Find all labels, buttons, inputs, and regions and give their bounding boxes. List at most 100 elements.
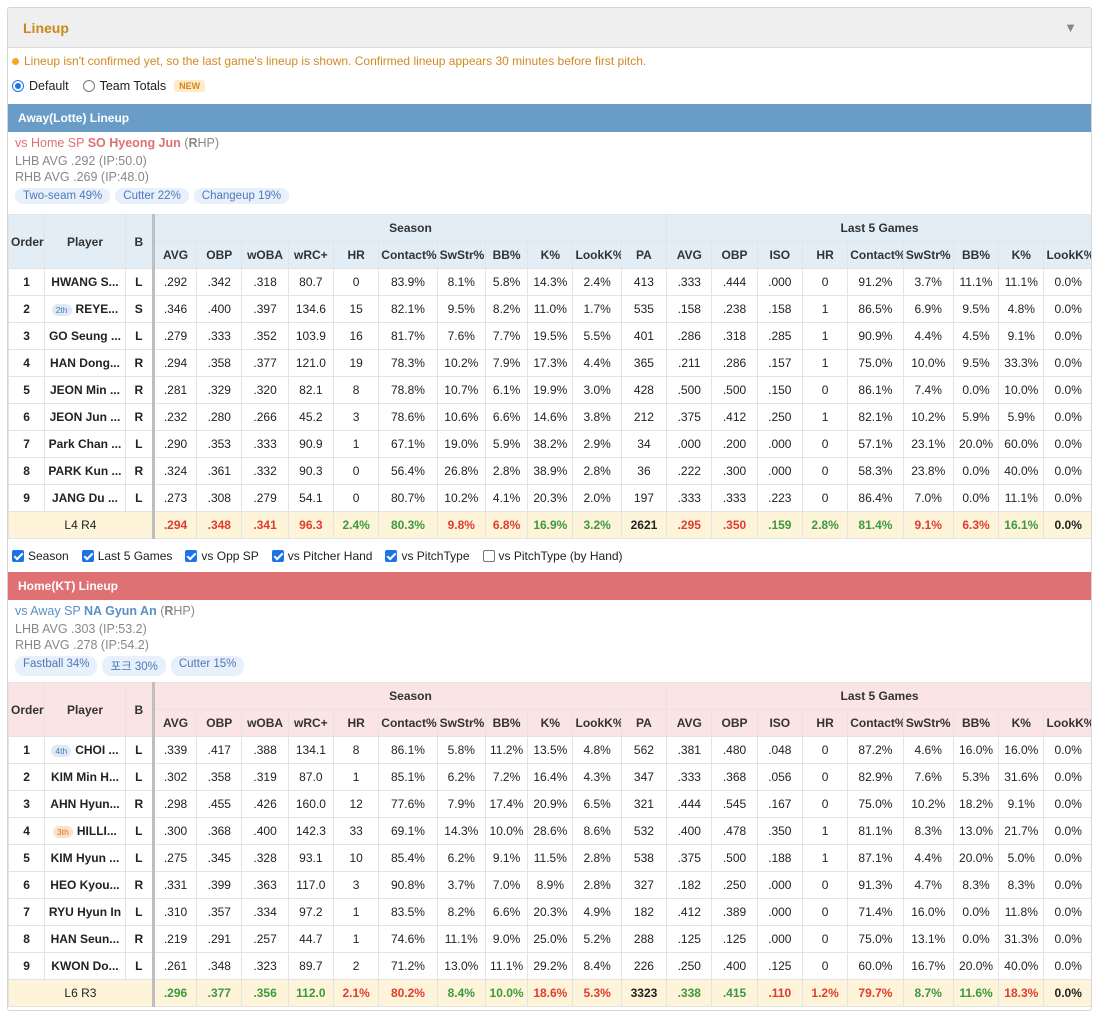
filter-checkbox[interactable] (81, 549, 94, 562)
col-last5-stat[interactable]: OBP (711, 709, 758, 737)
player-name[interactable]: HILLI... (76, 824, 117, 838)
player-cell[interactable]: Park Chan ... (44, 430, 126, 458)
filter-checkbox[interactable] (12, 549, 24, 562)
filter-checkbox[interactable] (271, 549, 284, 562)
col-last5-stat[interactable]: LookK% (1043, 241, 1091, 269)
player-name[interactable]: AHN Hyun... (50, 797, 120, 811)
filter-option[interactable]: Last 5 Games (81, 549, 172, 563)
sp-name-link[interactable]: SO Hyeong Jun (87, 136, 181, 150)
pitch-pill[interactable]: 포크 30% (102, 656, 166, 676)
col-last5-stat[interactable]: SwStr% (902, 709, 954, 737)
player-cell[interactable]: HEO Kyou... (44, 871, 126, 899)
col-season-stat[interactable]: Contact% (378, 241, 438, 269)
col-last5-stat[interactable]: Contact% (847, 241, 904, 269)
pitch-pill[interactable]: Cutter 22% (115, 188, 189, 204)
team-totals-radio[interactable] (82, 80, 95, 92)
col-season-stat[interactable]: AVG (151, 709, 198, 737)
filter-checkbox[interactable] (185, 549, 198, 562)
col-season-stat[interactable]: LookK% (572, 709, 622, 737)
player-cell[interactable]: HAN Dong... (44, 349, 126, 377)
player-name[interactable]: RYU Hyun In (48, 905, 122, 919)
player-cell[interactable]: AHN Hyun... (44, 790, 126, 818)
pitch-pill[interactable]: Changeup 19% (193, 188, 290, 204)
col-last5-stat[interactable]: HR (801, 709, 849, 737)
pitch-pill[interactable]: Two-seam 49% (15, 188, 111, 204)
col-last5-stat[interactable]: LookK% (1043, 709, 1091, 737)
col-season-stat[interactable]: Contact% (378, 709, 438, 737)
col-last5-stat[interactable]: ISO (756, 241, 803, 269)
col-season-stat[interactable]: wOBA (241, 709, 289, 737)
col-season-stat[interactable]: LookK% (572, 241, 622, 269)
col-last5-stat[interactable]: SwStr% (902, 241, 954, 269)
col-season-stat[interactable]: SwStr% (436, 241, 486, 269)
filter-option[interactable]: vs PitchType (by Hand) (482, 549, 623, 563)
player-cell[interactable]: RYU Hyun In (44, 898, 126, 926)
col-last5-stat[interactable]: HR (801, 241, 849, 269)
player-name[interactable]: JEON Jun ... (49, 410, 121, 424)
mode-default-option[interactable]: Default (12, 79, 69, 93)
col-season-stat[interactable]: PA (620, 709, 668, 737)
col-last5-stat[interactable]: AVG (666, 241, 713, 269)
player-name[interactable]: HEO Kyou... (50, 878, 120, 892)
player-name[interactable]: KIM Hyun ... (50, 851, 120, 865)
player-cell[interactable]: 3th HILLI... (44, 817, 126, 845)
col-last5-stat[interactable]: AVG (666, 709, 713, 737)
col-season-stat[interactable]: wOBA (241, 241, 289, 269)
filter-checkbox[interactable] (385, 549, 398, 562)
col-season-stat[interactable]: SwStr% (436, 709, 486, 737)
filter-option[interactable]: vs Pitcher Hand (271, 549, 372, 563)
player-name[interactable]: JANG Du ... (51, 491, 118, 505)
filter-option[interactable]: Season (12, 549, 69, 563)
player-name[interactable]: JEON Min ... (49, 383, 120, 397)
col-last5-stat[interactable]: OBP (711, 241, 758, 269)
filter-option[interactable]: vs Opp SP (185, 549, 259, 563)
collapse-triangle-icon[interactable]: ▼ (1064, 20, 1077, 35)
player-name[interactable]: Park Chan ... (48, 437, 122, 451)
col-season-stat[interactable]: HR (332, 709, 380, 737)
col-season-stat[interactable]: AVG (151, 241, 198, 269)
col-season-stat[interactable]: OBP (196, 709, 243, 737)
player-cell[interactable]: HAN Seun... (44, 925, 126, 953)
col-season-stat[interactable]: wRC+ (287, 241, 335, 269)
panel-header[interactable]: Lineup ▼ (8, 8, 1091, 48)
player-name[interactable]: REYE... (75, 302, 119, 316)
col-season-stat[interactable]: K% (527, 241, 574, 269)
player-name[interactable]: GO Seung ... (48, 329, 121, 343)
pitch-pill[interactable]: Cutter 15% (170, 656, 245, 676)
sp-name-link[interactable]: NA Gyun An (84, 604, 157, 618)
player-cell[interactable]: KWON Do... (44, 952, 126, 980)
col-season-stat[interactable]: OBP (196, 241, 243, 269)
pitch-pill[interactable]: Fastball 34% (15, 656, 98, 676)
player-cell[interactable]: HWANG S... (44, 268, 126, 296)
mode-team-totals-option[interactable]: Team Totals (82, 79, 166, 93)
col-season-stat[interactable]: PA (620, 241, 668, 269)
col-season-stat[interactable]: HR (332, 241, 380, 269)
filter-option[interactable]: vs PitchType (385, 549, 470, 563)
col-season-stat[interactable]: wRC+ (287, 709, 335, 737)
col-last5-stat[interactable]: K% (998, 709, 1045, 737)
player-name[interactable]: HAN Seun... (50, 932, 120, 946)
col-last5-stat[interactable]: K% (998, 241, 1045, 269)
player-cell[interactable]: KIM Min H... (44, 763, 126, 791)
default-radio[interactable] (12, 80, 24, 92)
player-cell[interactable]: KIM Hyun ... (44, 844, 126, 872)
col-last5-stat[interactable]: BB% (952, 709, 1000, 737)
col-season-stat[interactable]: BB% (484, 241, 529, 269)
col-last5-stat[interactable]: Contact% (847, 709, 904, 737)
player-cell[interactable]: JEON Jun ... (44, 403, 126, 431)
player-cell[interactable]: 2th REYE... (44, 295, 126, 323)
col-season-stat[interactable]: BB% (484, 709, 529, 737)
col-last5-stat[interactable]: ISO (756, 709, 803, 737)
player-cell[interactable]: JANG Du ... (44, 484, 126, 512)
col-season-stat[interactable]: K% (527, 709, 574, 737)
player-name[interactable]: CHOI ... (75, 743, 119, 757)
player-name[interactable]: HAN Dong... (49, 356, 120, 370)
player-name[interactable]: HWANG S... (51, 275, 119, 289)
player-name[interactable]: KIM Min H... (50, 770, 119, 784)
player-cell[interactable]: 4th CHOI ... (44, 736, 126, 764)
player-name[interactable]: KWON Do... (51, 959, 119, 973)
player-cell[interactable]: GO Seung ... (44, 322, 126, 350)
player-cell[interactable]: JEON Min ... (44, 376, 126, 404)
filter-checkbox[interactable] (482, 549, 495, 562)
player-cell[interactable]: PARK Kun ... (44, 457, 126, 485)
